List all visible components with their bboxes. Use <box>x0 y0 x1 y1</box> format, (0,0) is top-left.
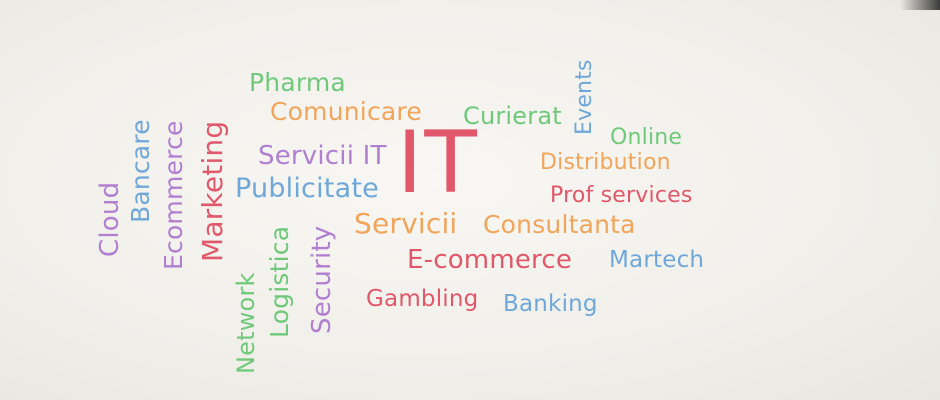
word-e-commerce: E-commerce <box>407 245 573 275</box>
word-pharma: Pharma <box>249 68 346 97</box>
word-servicii-it: Servicii IT <box>258 141 387 171</box>
word-martech: Martech <box>609 247 705 273</box>
word-security: Security <box>307 225 337 334</box>
word-gambling: Gambling <box>366 286 479 312</box>
word-network: Network <box>232 272 260 374</box>
word-marketing: Marketing <box>196 120 229 262</box>
photo-edge <box>900 0 940 10</box>
word-online: Online <box>610 125 683 150</box>
word-it: IT <box>397 113 479 213</box>
word-curierat: Curierat <box>463 102 562 130</box>
word-comunicare: Comunicare <box>270 97 422 126</box>
word-logistica: Logistica <box>265 225 294 338</box>
word-consultanta: Consultanta <box>483 210 636 239</box>
word-bancare: Bancare <box>126 119 155 223</box>
word-banking: Banking <box>503 291 598 317</box>
word-prof-services: Prof services <box>550 183 693 208</box>
word-distribution: Distribution <box>540 150 671 175</box>
word-publicitate: Publicitate <box>235 173 379 204</box>
word-cloud: Cloud <box>95 181 125 257</box>
word-servicii: Servicii <box>354 207 458 240</box>
word-ecommerce-vertical: Ecommerce <box>159 120 188 270</box>
word-events: Events <box>572 59 597 135</box>
